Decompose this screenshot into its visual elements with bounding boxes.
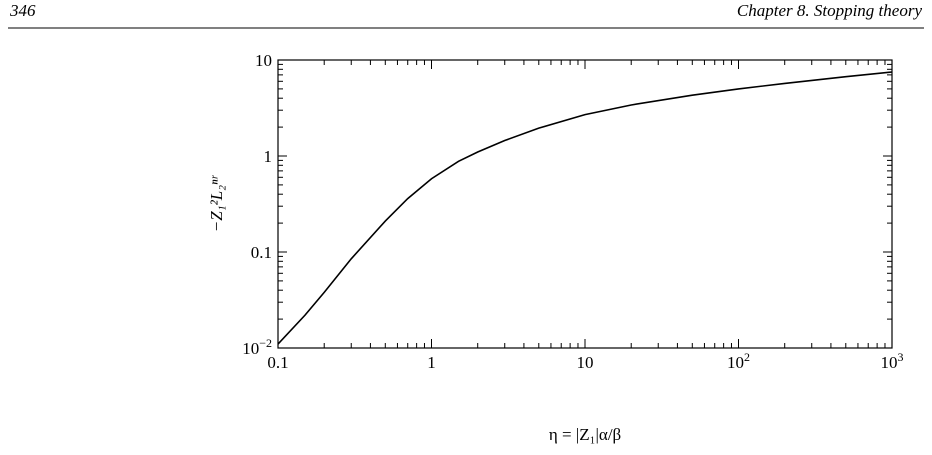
tick-label: 102: [727, 350, 750, 372]
data-line: [277, 71, 893, 345]
x-axis-label: η = |Z₁|α/β: [549, 425, 621, 444]
tick-label-exponent: 2: [744, 350, 750, 364]
plot-frame: [277, 59, 893, 349]
tick-label: 103: [881, 350, 904, 372]
tick-label-base: 10: [881, 353, 898, 372]
chapter-title: Chapter 8. Stopping theory: [737, 1, 923, 20]
tick-label: 1: [264, 147, 273, 166]
tick-label: 0.1: [267, 353, 288, 372]
tick-label-base: 10: [242, 339, 259, 358]
tick-label: 10−2: [242, 336, 272, 358]
tick-label-base: 10: [727, 353, 744, 372]
page-number: 346: [9, 1, 36, 20]
tick-label-exponent: −2: [259, 336, 272, 350]
tick-label: 10: [577, 353, 594, 372]
tick-label: 0.1: [251, 243, 272, 262]
tick-label: 1: [427, 353, 436, 372]
y-axis-label: −Z₁²L₂ⁿʳ: [207, 175, 226, 233]
tick-label-exponent: 3: [898, 350, 904, 364]
tick-label: 10: [255, 51, 272, 70]
